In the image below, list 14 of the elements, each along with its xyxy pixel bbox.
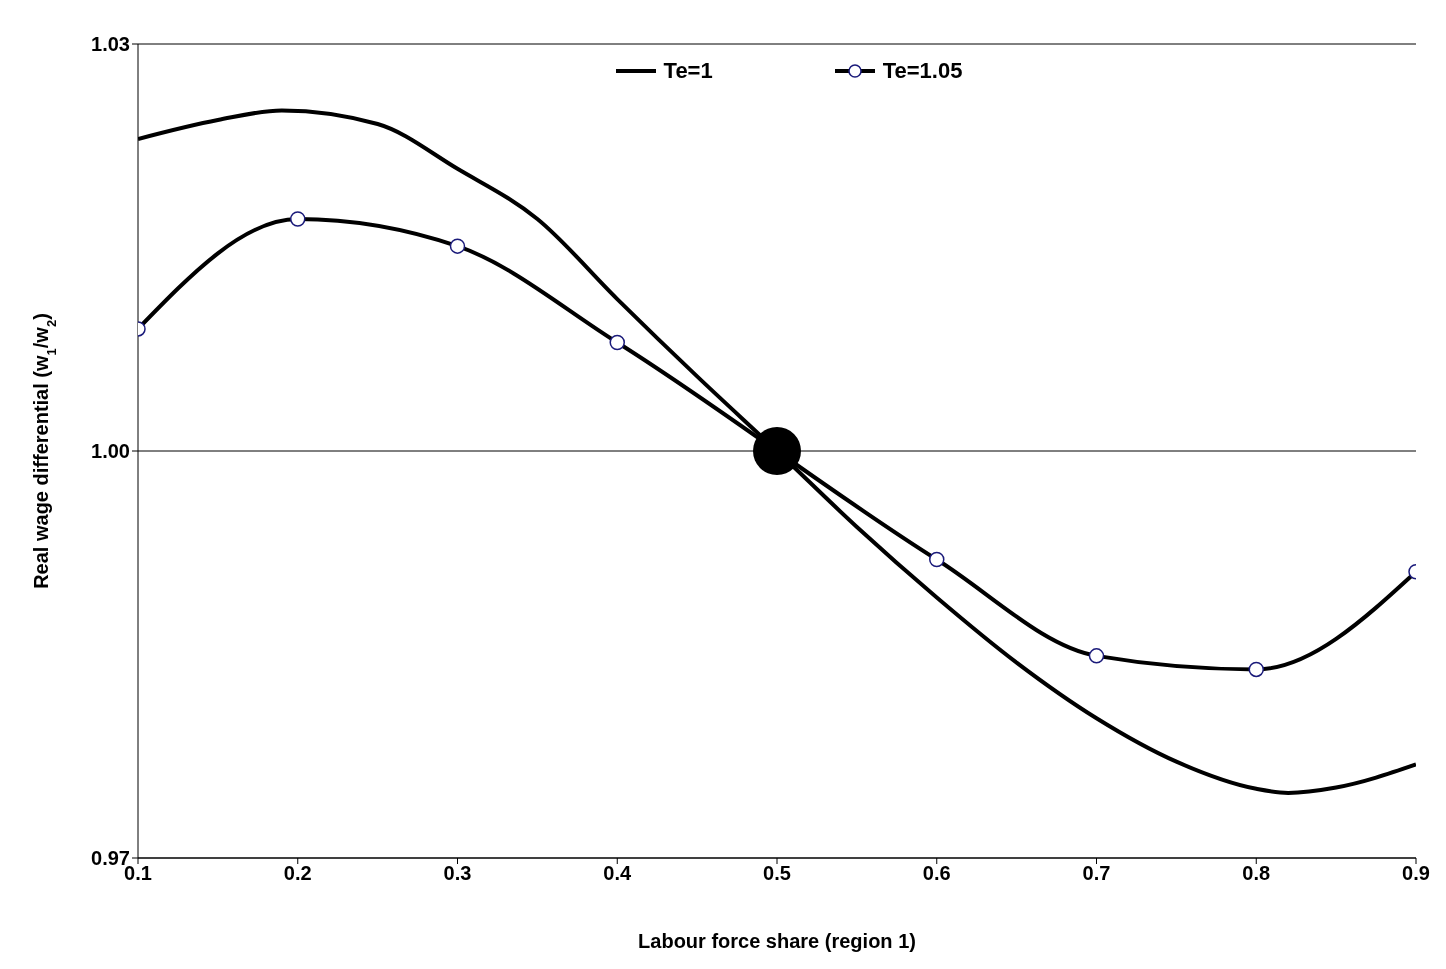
x-tick-label: 0.5 bbox=[763, 862, 791, 885]
legend-label: Te=1.05 bbox=[881, 58, 963, 84]
x-tick-label: 0.7 bbox=[1082, 862, 1111, 885]
y-tick-label: 1.03 bbox=[91, 33, 130, 56]
x-tick-label: 0.6 bbox=[922, 862, 951, 885]
x-axis-title: Labour force share (region 1) bbox=[638, 930, 916, 952]
x-tick-label: 0.2 bbox=[283, 862, 312, 885]
x-tick-label: 0.9 bbox=[1402, 862, 1430, 885]
x-tick-label: 0.3 bbox=[443, 862, 472, 885]
x-tick-label: 0.8 bbox=[1242, 862, 1271, 885]
legend-label: Te=1 bbox=[662, 58, 713, 84]
x-tick-label: 0.4 bbox=[603, 862, 633, 885]
point bbox=[753, 427, 801, 475]
y-tick-label: 1.00 bbox=[91, 440, 130, 463]
